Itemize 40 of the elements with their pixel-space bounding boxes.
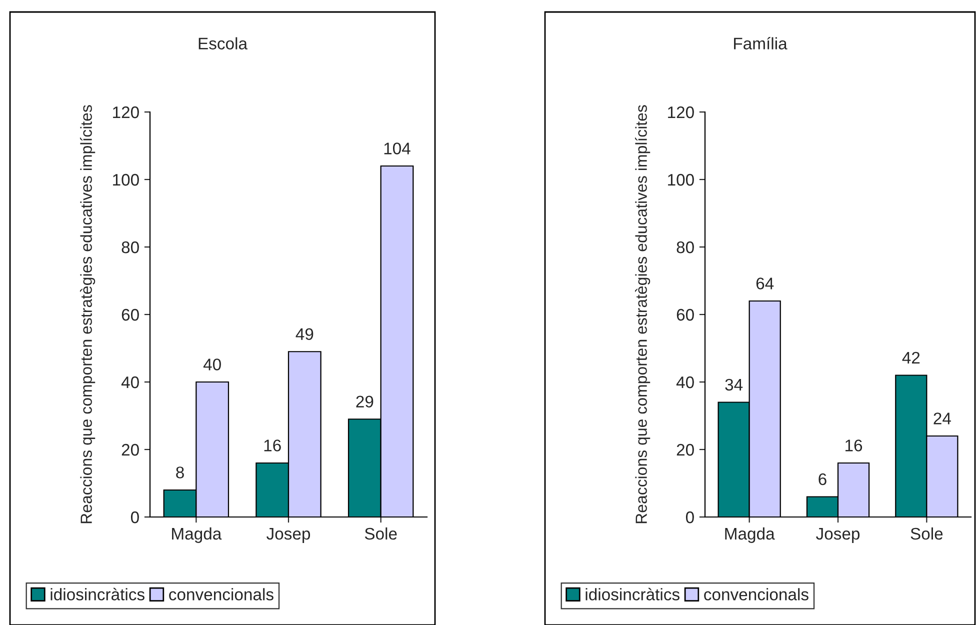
y-tick-label: 80 [676, 241, 694, 254]
data-label: 104 [384, 142, 410, 154]
data-label: 29 [356, 396, 374, 408]
legend-label: convencionals [704, 588, 808, 600]
data-label: 42 [902, 352, 920, 364]
y-tick-label: 0 [686, 511, 694, 524]
legend-label: idiosincràtics [50, 588, 144, 600]
x-tick-label: Josep [266, 528, 310, 543]
data-label: 6 [818, 473, 826, 486]
y-tick-label: 60 [122, 308, 139, 321]
y-tick-label: 60 [676, 308, 694, 321]
chart-title: Escola [198, 37, 248, 50]
y-tick-label: 120 [668, 106, 694, 118]
data-label: 8 [176, 466, 184, 478]
data-label: 24 [934, 412, 951, 424]
y-tick-label: 20 [676, 444, 694, 456]
y-axis-title: Reaccions que comporten estratègies educatives implícites [80, 105, 96, 524]
y-tick-label: 100 [668, 174, 694, 186]
y-tick-label: 80 [122, 241, 139, 254]
y-tick-label: 120 [113, 106, 139, 118]
y-tick-label: 20 [122, 444, 139, 456]
x-tick-label: Sole [910, 527, 943, 540]
x-tick-label: Magda [172, 527, 222, 543]
data-label: 40 [203, 358, 221, 370]
y-tick-label: 40 [676, 376, 694, 388]
chart-title: Família [734, 37, 788, 50]
y-axis-title: Reaccions que comporten estratègies educatives implícites [635, 105, 650, 524]
legend-label: idiosincràtics [586, 588, 680, 600]
x-tick-label: Josep [816, 528, 860, 543]
y-tick-label: 0 [130, 511, 139, 524]
x-tick-label: Sole [364, 527, 397, 540]
legend-label: convencionals [169, 588, 274, 600]
x-tick-label: Magda [725, 527, 775, 543]
y-tick-label: 40 [121, 376, 139, 388]
y-tick-label: 100 [113, 174, 139, 186]
data-label: 16 [264, 440, 281, 452]
data-label: 64 [756, 278, 774, 290]
data-label: 16 [846, 440, 862, 452]
data-label: 49 [296, 328, 314, 340]
data-label: 34 [725, 378, 743, 391]
